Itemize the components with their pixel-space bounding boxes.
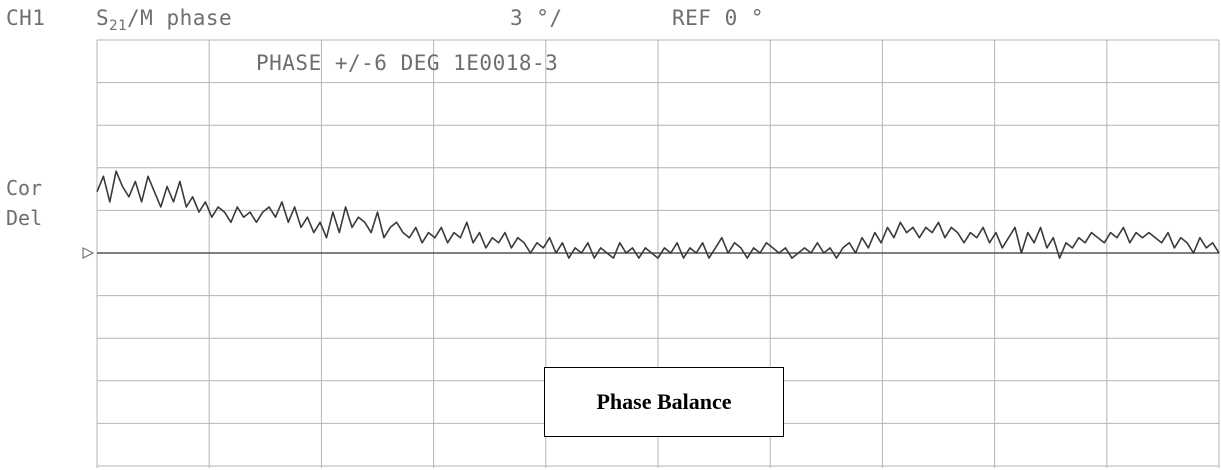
param-s: S <box>96 6 110 30</box>
phase-trace <box>96 170 1220 259</box>
param-subscript: 21 <box>109 18 128 34</box>
trace-note: PHASE +/-6 DEG 1E0018-3 <box>256 51 559 75</box>
reference-label: REF 0 ° <box>672 6 765 30</box>
side-label-cor: Cor <box>6 176 43 200</box>
chart-grid <box>96 39 1220 468</box>
marker-layer <box>82 247 95 259</box>
param-format: /M phase <box>127 6 233 30</box>
phase-balance-text: Phase Balance <box>596 389 732 414</box>
channel-label: CH1 <box>6 6 46 30</box>
side-label-del: Del <box>6 206 43 230</box>
measurement-label: S21/M phase <box>96 6 233 34</box>
reference-marker-icon <box>82 247 95 259</box>
scale-label: 3 °/ <box>510 6 563 30</box>
phase-balance-label: Phase Balance <box>544 367 784 437</box>
trace-layer <box>96 170 1220 259</box>
